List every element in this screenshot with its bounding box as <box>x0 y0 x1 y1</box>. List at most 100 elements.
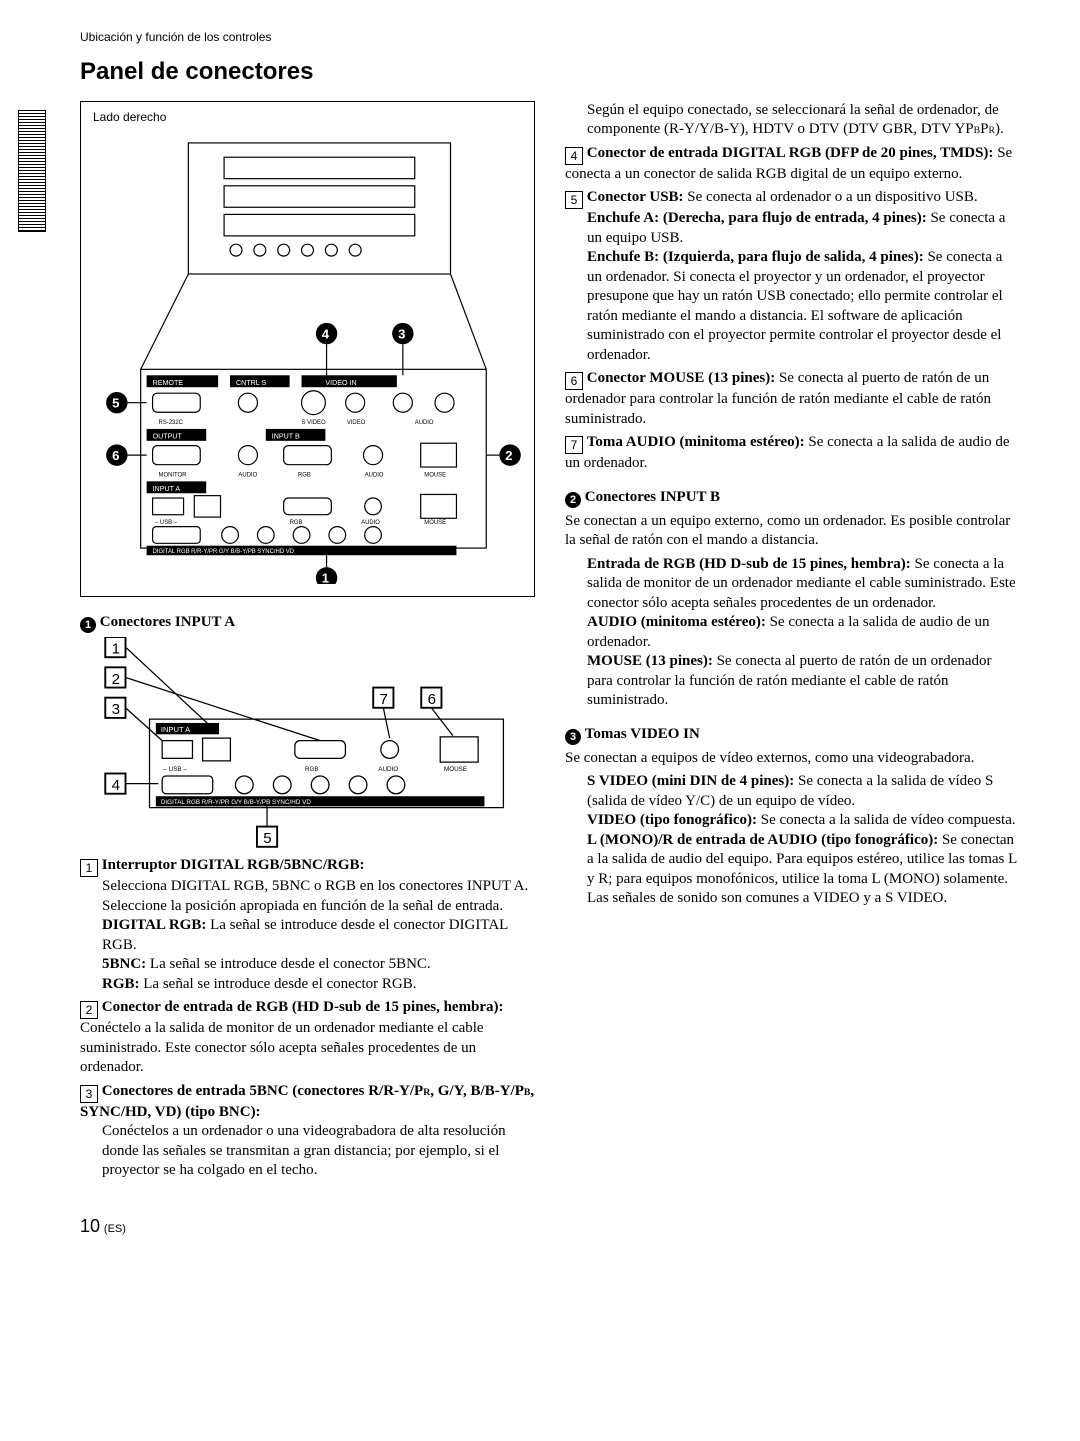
page-title: Panel de conectores <box>80 56 1020 87</box>
circle-3-marker: 3 <box>565 729 581 745</box>
section-input-a-head: 1 Conectores INPUT A <box>80 613 535 633</box>
svg-text:1: 1 <box>112 641 120 658</box>
svg-text:2: 2 <box>505 448 512 463</box>
diagram-caption: Lado derecho <box>93 110 522 126</box>
left-column: Lado derecho <box>80 101 535 1185</box>
input-a-detail-svg: INPUT A – USB – RGB AUDIO MOUSE DIGITAL … <box>80 637 535 852</box>
svg-text:MOUSE: MOUSE <box>444 766 467 773</box>
connector-panel-diagram: Lado derecho <box>80 101 535 597</box>
b3-title: MOUSE (13 pines): <box>587 653 713 669</box>
svg-text:AUDIO: AUDIO <box>365 473 384 479</box>
item-2: 2 Conector de entrada de RGB (HD D-sub d… <box>80 998 535 1078</box>
right-column: Según el equipo conectado, se selecciona… <box>565 101 1020 1185</box>
item-3-body: Conéctelos a un ordenador o una videogra… <box>102 1122 535 1181</box>
svg-text:RGB: RGB <box>305 766 319 773</box>
svg-text:4: 4 <box>112 777 120 794</box>
sq-2: 2 <box>80 1001 98 1019</box>
svg-text:DIGITAL RGB R/R-Y/PR G/Y: DIGITAL RGB R/R-Y/PR G/Y B/B-Y/PB SYNC/H… <box>161 799 311 806</box>
svg-text:VIDEO IN: VIDEO IN <box>325 379 356 387</box>
v3-body2: Las señales de sonido son comunes a VIDE… <box>587 889 1020 909</box>
svg-text:OUTPUT: OUTPUT <box>153 433 183 441</box>
running-header: Ubicación y función de los controles <box>80 30 1020 46</box>
item-5-body: Se conecta al ordenador o a un dispositi… <box>684 189 978 205</box>
svg-text:S VIDEO: S VIDEO <box>302 421 326 427</box>
section-input-b-lead: Se conectan a un equipo externo, como un… <box>565 512 1020 551</box>
page-footer: 10 (ES) <box>80 1215 1020 1238</box>
item-2-title: Conector de entrada de RGB (HD D-sub de … <box>102 999 504 1015</box>
section-input-a-title: Conectores INPUT A <box>100 614 235 630</box>
section-input-b-head: 2 Conectores INPUT B <box>565 488 1020 508</box>
i5-a-title: Enchufe A: (Derecha, para flujo de entra… <box>587 210 927 226</box>
page-lang: (ES) <box>104 1223 126 1235</box>
svg-text:DIGITAL RGB R/R-Y/PR G/Y: DIGITAL RGB R/R-Y/PR G/Y B/B-Y/PB SYNC/H… <box>153 549 294 555</box>
b2-title: AUDIO (minitoma estéreo): <box>587 614 766 630</box>
i1-d2t: 5BNC: <box>102 956 146 972</box>
sq-1: 1 <box>80 859 98 877</box>
i1-d2b: La señal se introduce desde el conector … <box>146 956 431 972</box>
i1-d1t: DIGITAL RGB: <box>102 917 206 933</box>
svg-text:5: 5 <box>112 396 119 411</box>
item-5: 5 Conector USB: Se conecta al ordenador … <box>565 188 1020 365</box>
svg-text:RS-232C: RS-232C <box>159 421 184 427</box>
item-1-body: Selecciona DIGITAL RGB, 5BNC o RGB en lo… <box>102 877 535 916</box>
v1-title: S VIDEO (mini DIN de 4 pines): <box>587 773 794 789</box>
svg-text:7: 7 <box>380 691 388 708</box>
svg-text:INPUT A: INPUT A <box>161 725 191 734</box>
item-3-title: Conectores de entrada 5BNC (conectores R… <box>80 1083 534 1120</box>
svg-text:4: 4 <box>322 327 330 342</box>
item-3: 3 Conectores de entrada 5BNC (conectores… <box>80 1082 535 1181</box>
svg-text:6: 6 <box>112 448 119 463</box>
item-5-title: Conector USB: <box>587 189 684 205</box>
svg-text:– USB –: – USB – <box>163 766 187 773</box>
svg-text:INPUT B: INPUT B <box>272 433 300 441</box>
section-video-in-title: Tomas VIDEO IN <box>585 726 700 742</box>
svg-text:MOUSE: MOUSE <box>424 521 446 527</box>
side-tab-decoration <box>18 110 46 232</box>
sq-3: 3 <box>80 1085 98 1103</box>
svg-text:VIDEO: VIDEO <box>347 421 366 427</box>
v3-title: L (MONO)/R de entrada de AUDIO (tipo fon… <box>587 832 938 848</box>
item-6: 6 Conector MOUSE (13 pines): Se conecta … <box>565 369 1020 429</box>
svg-text:1: 1 <box>322 571 329 584</box>
sq-7: 7 <box>565 436 583 454</box>
i5-b-body: Se conecta a un ordenador. Si conecta el… <box>587 249 1003 363</box>
v2-body: Se conecta a la salida de vídeo compuest… <box>757 812 1016 828</box>
svg-text:AUDIO: AUDIO <box>238 473 257 479</box>
svg-text:3: 3 <box>398 327 405 342</box>
section-input-b-title: Conectores INPUT B <box>585 489 720 505</box>
item-4: 4 Conector de entrada DIGITAL RGB (DFP d… <box>565 144 1020 185</box>
svg-text:REMOTE: REMOTE <box>153 379 184 387</box>
circle-1-marker: 1 <box>80 617 96 633</box>
svg-text:2: 2 <box>112 671 120 688</box>
i1-d3t: RGB: <box>102 976 140 992</box>
i5-b-title: Enchufe B: (Izquierda, para flujo de sal… <box>587 249 924 265</box>
svg-text:3: 3 <box>112 701 120 718</box>
v2-title: VIDEO (tipo fonográfico): <box>587 812 757 828</box>
svg-text:AUDIO: AUDIO <box>378 766 398 773</box>
b1-title: Entrada de RGB (HD D-sub de 15 pines, he… <box>587 556 911 572</box>
svg-text:AUDIO: AUDIO <box>415 421 434 427</box>
section-video-in-head: 3 Tomas VIDEO IN <box>565 725 1020 745</box>
svg-text:– USB –: – USB – <box>155 521 178 527</box>
svg-text:5: 5 <box>263 830 271 847</box>
item-1-title: Interruptor DIGITAL RGB/5BNC/RGB: <box>102 857 365 873</box>
svg-text:MONITOR: MONITOR <box>159 473 188 479</box>
item-4-title: Conector de entrada DIGITAL RGB (DFP de … <box>587 145 994 161</box>
item-2-body: Conéctelo a la salida de monitor de un o… <box>80 1020 484 1075</box>
svg-text:RGB: RGB <box>290 521 303 527</box>
page-number: 10 <box>80 1216 100 1236</box>
svg-text:AUDIO: AUDIO <box>361 521 380 527</box>
svg-text:CNTRL S: CNTRL S <box>236 379 266 387</box>
lead-continuation: Según el equipo conectado, se selecciona… <box>587 101 1020 140</box>
i1-d3b: La señal se introduce desde el conector … <box>140 976 417 992</box>
svg-text:6: 6 <box>428 691 436 708</box>
svg-text:MOUSE: MOUSE <box>424 473 446 479</box>
item-6-title: Conector MOUSE (13 pines): <box>587 370 775 386</box>
item-7: 7 Toma AUDIO (minitoma estéreo): Se cone… <box>565 433 1020 474</box>
item-7-title: Toma AUDIO (minitoma estéreo): <box>587 434 805 450</box>
item-1: 1 Interruptor DIGITAL RGB/5BNC/RGB: Sele… <box>80 856 535 994</box>
sq-4: 4 <box>565 147 583 165</box>
sq-5: 5 <box>565 191 583 209</box>
svg-text:RGB: RGB <box>298 473 311 479</box>
sq-6: 6 <box>565 372 583 390</box>
